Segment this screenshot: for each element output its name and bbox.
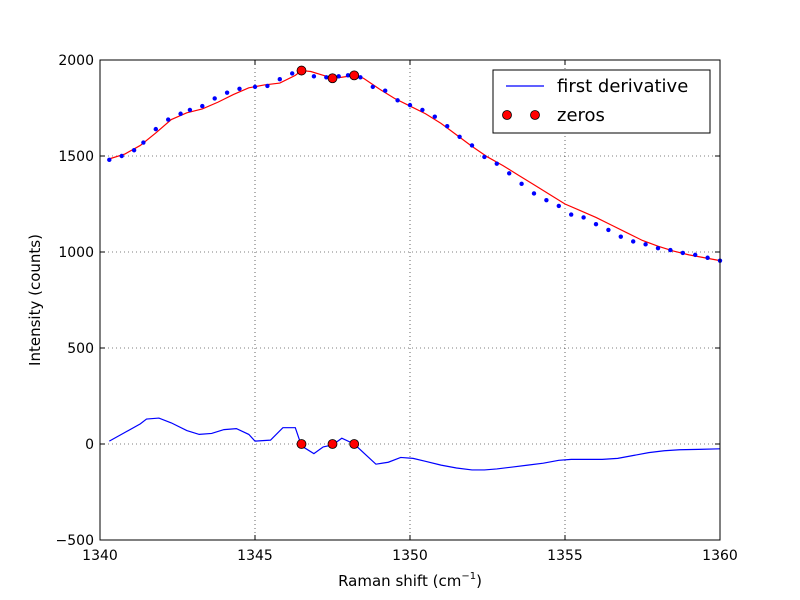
spectrum-point: [507, 171, 512, 176]
spectrum-point: [618, 234, 623, 239]
spectrum-point: [631, 239, 636, 244]
plot-area: [107, 65, 723, 471]
spectrum-point: [311, 74, 317, 79]
spectrum-point: [383, 88, 388, 93]
spectrum-point: [252, 84, 258, 90]
spectrum-point: [693, 252, 698, 258]
spectrum-point: [469, 143, 475, 148]
legend-marker-swatch-1: [502, 110, 512, 120]
spectrum-point: [290, 71, 295, 76]
y-tick-label: 1500: [58, 149, 94, 165]
x-axis-label-close: ): [476, 572, 482, 590]
spectrum-point: [420, 107, 425, 113]
spectrum-point: [519, 181, 524, 187]
legend-marker-swatch-2: [530, 110, 540, 120]
spectrum-point: [166, 117, 171, 122]
spectrum-point: [178, 111, 183, 116]
x-tick-label: 1340: [82, 548, 118, 564]
spectrum-point: [457, 134, 462, 139]
spectrum-point: [370, 84, 375, 90]
axis-ticks: 1340 1345 1350 1355 1360 −500 0 500 1000 1500 2000: [56, 53, 738, 564]
x-axis-label: Raman shift (cm−1): [338, 571, 482, 590]
spectrum-point: [544, 197, 549, 203]
spectrum-point: [187, 107, 193, 113]
spectrum-point: [212, 96, 217, 101]
x-tick-label: 1355: [547, 548, 583, 564]
spectrum-point: [358, 75, 363, 80]
spectrum-point: [643, 242, 648, 247]
zero-marker-spectrum: [296, 65, 307, 76]
spectrum-point: [345, 73, 351, 78]
spectrum-point: [531, 191, 537, 196]
spectrum-point: [705, 255, 710, 260]
spectrum-point: [494, 161, 499, 166]
legend-label-zeros: zeros: [557, 105, 605, 126]
spectrum-point: [569, 212, 574, 217]
spectrum-point: [655, 245, 661, 251]
zero-marker-derivative: [296, 439, 307, 449]
zero-marker-derivative: [349, 439, 360, 449]
spectrum-point: [237, 86, 242, 92]
spectrum-point: [119, 153, 124, 159]
spectrum-point: [581, 215, 586, 220]
y-tick-label: 500: [67, 341, 94, 357]
spectrum-point: [200, 103, 205, 109]
spectrum-point: [107, 157, 112, 163]
spectrum-point: [606, 227, 611, 233]
spectrum-point: [224, 90, 230, 95]
zero-marker-spectrum: [327, 73, 338, 84]
spectrum-point: [556, 203, 561, 209]
spectrum-point: [324, 75, 329, 80]
spectrum-point: [407, 102, 413, 108]
spectrum-point: [277, 77, 282, 82]
zero-marker-spectrum: [349, 70, 360, 81]
legend-label-first-derivative: first derivative: [557, 76, 688, 97]
y-tick-label: −500: [56, 533, 94, 549]
y-axis-label: Intensity (counts): [26, 234, 44, 366]
x-tick-label: 1360: [702, 548, 738, 564]
spectrum-point: [680, 250, 685, 256]
series-line-first-derivative: [109, 417, 721, 471]
x-tick-label: 1350: [392, 548, 428, 564]
x-axis-label-superscript: −1: [461, 571, 476, 582]
spectrum-point: [445, 124, 450, 129]
spectrum-point: [668, 247, 673, 253]
zero-marker-derivative: [327, 439, 338, 449]
spectrum-point: [482, 154, 487, 160]
spectrum-point: [131, 148, 137, 153]
x-tick-label: 1345: [237, 548, 273, 564]
spectrum-point: [593, 221, 599, 227]
y-tick-label: 1000: [58, 245, 94, 261]
spectrum-point: [432, 114, 437, 119]
spectrum-point: [265, 83, 270, 89]
x-axis-label-text: Raman shift (cm: [338, 572, 461, 590]
spectrum-point: [336, 74, 341, 79]
spectrum-point: [141, 140, 146, 145]
spectrum-point: [395, 98, 400, 103]
legend: first derivative zeros: [492, 69, 711, 134]
spectrum-point: [153, 126, 158, 132]
y-tick-label: 0: [85, 437, 94, 453]
fit-line: [109, 69, 721, 262]
y-tick-label: 2000: [58, 53, 94, 69]
legend-box: [492, 69, 711, 134]
